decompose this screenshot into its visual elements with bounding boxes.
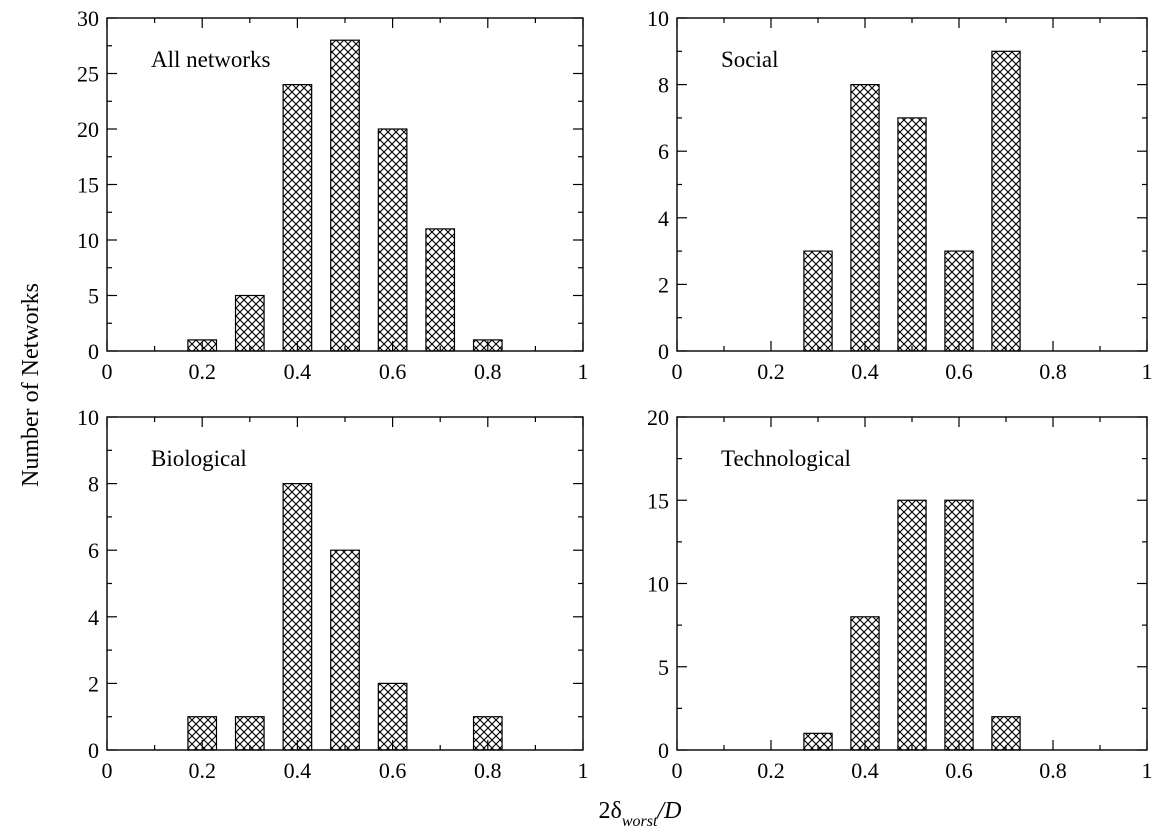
bar-social-4 [991,50,1021,352]
y-tick-label-technological: 0 [658,738,669,763]
bar-all-networks-3 [330,39,360,352]
y-axis-title: Number of Networks [18,283,44,487]
y-tick-label-all-networks: 25 [77,62,99,87]
bar-all-networks-1 [234,294,265,352]
y-tick-label-technological: 5 [658,655,669,680]
bar-social-3 [944,250,974,352]
y-tick-label-all-networks: 5 [88,284,99,309]
y-tick-label-all-networks: 30 [77,6,99,31]
x-tick-label-technological: 0.8 [1039,758,1067,783]
y-tick-label-technological: 20 [647,405,669,430]
bar-biological-3 [330,549,360,751]
y-tick-label-technological: 10 [647,572,669,597]
panel-label-all-networks: All networks [151,47,271,72]
x-tick-label-all-networks: 0.2 [188,359,216,384]
panel-label-biological: Biological [151,446,247,471]
bar-biological-1 [234,716,265,751]
x-tick-label-all-networks: 0 [102,359,113,384]
bar-all-networks-2 [282,83,313,352]
y-tick-label-biological: 6 [88,538,99,563]
x-axis-title-subscript: worst [622,813,658,830]
bar-social-1 [850,83,880,352]
y-tick-label-all-networks: 10 [77,228,99,253]
bar-all-networks-5 [425,228,456,352]
bar-technological-2 [897,499,927,751]
bar-technological-3 [944,499,974,751]
x-tick-label-all-networks: 0.8 [474,359,502,384]
x-tick-label-social: 1 [1142,359,1153,384]
bar-social-2 [897,117,927,352]
x-tick-label-technological: 0 [672,758,683,783]
x-tick-label-all-networks: 0.6 [379,359,407,384]
y-tick-label-technological: 15 [647,488,669,513]
y-tick-label-biological: 4 [88,605,99,630]
x-tick-label-biological: 0.4 [284,758,312,783]
x-tick-label-technological: 0.6 [945,758,973,783]
x-tick-label-all-networks: 1 [578,359,589,384]
y-tick-label-biological: 10 [77,405,99,430]
x-tick-label-social: 0.2 [757,359,785,384]
x-axis-title-suffix: /D [655,798,681,824]
y-tick-label-social: 6 [658,139,669,164]
x-tick-label-social: 0.6 [945,359,973,384]
panel-label-technological: Technological [721,446,851,471]
bar-biological-2 [282,483,313,751]
x-axis-title: 2δworst/D [599,798,682,830]
y-tick-label-social: 10 [647,6,669,31]
y-tick-label-all-networks: 0 [88,339,99,364]
x-tick-label-social: 0.8 [1039,359,1067,384]
y-tick-label-biological: 8 [88,472,99,497]
x-tick-label-technological: 0.2 [757,758,785,783]
y-tick-label-all-networks: 15 [77,173,99,198]
x-axis-title-prefix: 2δ [599,798,622,824]
x-tick-label-biological: 0.2 [188,758,216,783]
y-tick-label-social: 4 [658,206,669,231]
panel-label-social: Social [721,47,779,72]
y-tick-label-social: 8 [658,73,669,98]
x-tick-label-biological: 0.8 [474,758,502,783]
x-tick-label-social: 0 [672,359,683,384]
y-tick-label-all-networks: 20 [77,117,99,142]
x-tick-label-social: 0.4 [851,359,879,384]
y-tick-label-biological: 0 [88,738,99,763]
bar-technological-1 [850,616,880,751]
x-tick-label-technological: 1 [1142,758,1153,783]
x-tick-label-all-networks: 0.4 [284,359,312,384]
x-tick-label-biological: 0 [102,758,113,783]
bar-social-0 [803,250,833,352]
x-tick-label-biological: 0.6 [379,758,407,783]
y-tick-label-social: 0 [658,339,669,364]
x-tick-label-technological: 0.4 [851,758,879,783]
bar-all-networks-4 [377,128,408,352]
y-tick-label-biological: 2 [88,671,99,696]
x-tick-label-biological: 1 [578,758,589,783]
y-tick-label-social: 2 [658,272,669,297]
